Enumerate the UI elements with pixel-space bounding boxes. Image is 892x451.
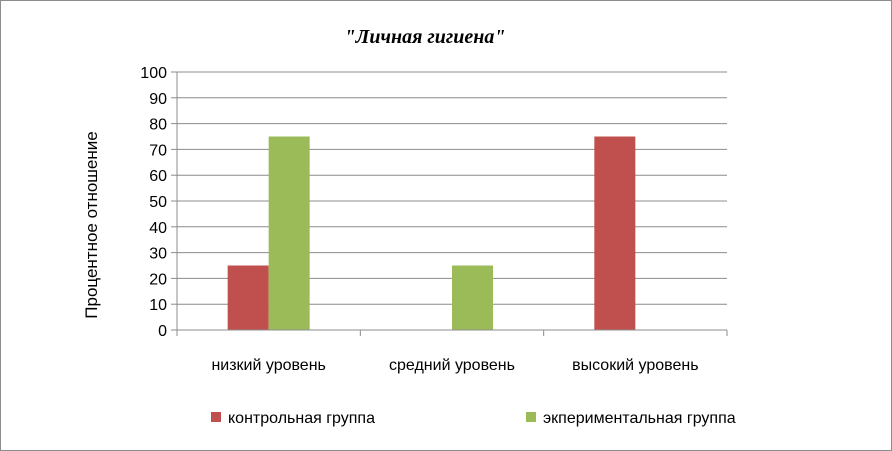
- legend-label: контрольная группа: [228, 410, 375, 427]
- y-tick-label: 0: [158, 323, 167, 340]
- y-tick-label: 50: [149, 194, 167, 211]
- category-label: высокий уровень: [572, 357, 698, 374]
- legend-label: экпериментальная группа: [543, 410, 736, 427]
- y-tick-labels: 0 10 20 30 40 50 60 70 80 90 100: [140, 65, 177, 340]
- bar-experimental: [452, 265, 493, 330]
- bar-experimental: [268, 136, 310, 330]
- bar-control: [227, 265, 269, 330]
- y-tick-label: 60: [149, 168, 167, 185]
- legend-swatch: [526, 412, 536, 422]
- bars: [227, 136, 636, 330]
- y-tick-label: 70: [149, 142, 167, 159]
- y-tick-label: 40: [149, 220, 167, 237]
- y-tick-label: 20: [149, 271, 167, 288]
- y-tick-label: 10: [149, 297, 167, 314]
- category-label: средний уровень: [389, 357, 515, 374]
- legend-swatch: [211, 412, 221, 422]
- y-tick-label: 90: [149, 91, 167, 108]
- bar-control: [594, 136, 636, 330]
- category-label: низкий уровень: [211, 357, 325, 374]
- legend: контрольная группа экпериментальная групп…: [211, 410, 736, 427]
- y-tick-label: 100: [140, 65, 167, 82]
- y-tick-label: 80: [149, 117, 167, 134]
- category-labels: низкий уровень средний уровень высокий уро…: [211, 357, 698, 374]
- y-tick-label: 30: [149, 246, 167, 263]
- chart-title: "Личная гигиена": [345, 26, 506, 48]
- y-axis-title: Процентное отношение: [82, 131, 101, 318]
